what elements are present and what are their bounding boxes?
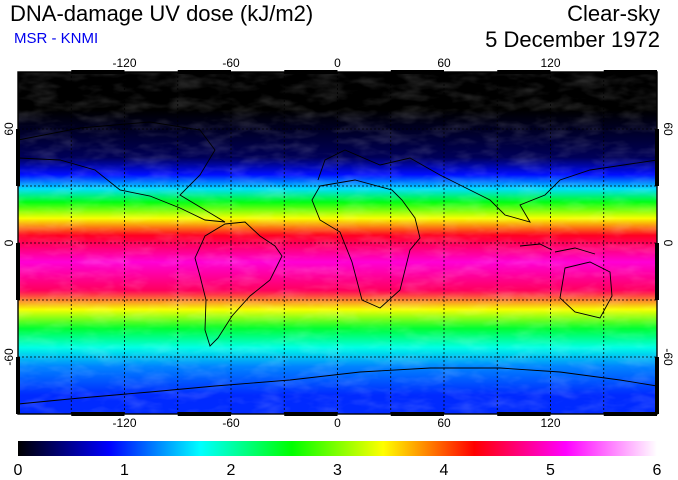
- date-label: 5 December 1972: [485, 27, 660, 52]
- sky-condition-label: Clear-sky: [567, 1, 660, 26]
- colorbar-tick-label: 2: [227, 462, 236, 479]
- lon-label-top: 60: [437, 56, 451, 70]
- lat-label-left: 0: [2, 239, 16, 246]
- map-frame-ticks: [16, 70, 659, 416]
- colorbar-tick-label: 5: [546, 462, 555, 479]
- colorbar-tick-label: 1: [120, 462, 129, 479]
- lon-label-bottom: 60: [437, 416, 451, 430]
- chart-title: DNA-damage UV dose (kJ/m2): [10, 1, 314, 26]
- coastline-maritime-asia: [519, 243, 596, 255]
- coastline-north-america: [18, 121, 226, 223]
- latitude-labels: 60 60 0 0 -60 -60: [2, 122, 675, 366]
- lat-label-left: 60: [2, 122, 16, 136]
- source-credit: MSR - KNMI: [14, 30, 99, 47]
- lat-label-left: -60: [2, 348, 16, 366]
- coastline-south-america: [194, 221, 283, 347]
- coastline-africa: [311, 179, 421, 309]
- lon-label-bottom: 0: [334, 416, 341, 430]
- gridlines: [18, 72, 657, 414]
- lat-label-right: -60: [661, 348, 675, 366]
- longitude-labels: -120 -120 -60 -60 0 0 60 60 120 120: [112, 56, 560, 430]
- colorbar-tick-label: 3: [333, 462, 342, 479]
- lon-label-bottom: -120: [112, 416, 136, 430]
- lon-label-top: -120: [112, 56, 136, 70]
- lon-label-top: 0: [334, 56, 341, 70]
- colorbar-tick-label: 6: [653, 462, 662, 479]
- colorbar: [18, 441, 657, 456]
- coastline-eurasia: [317, 149, 657, 223]
- lon-label-top: -60: [222, 56, 240, 70]
- field-texture: [18, 72, 657, 414]
- coastline-antarctica: [18, 367, 657, 405]
- lon-label-bottom: -60: [222, 416, 240, 430]
- lat-label-right: 60: [661, 122, 675, 136]
- lat-label-right: 0: [661, 240, 675, 247]
- colorbar-tick-label: 0: [14, 462, 23, 479]
- lon-label-top: 120: [540, 56, 560, 70]
- lon-label-bottom: 120: [540, 416, 560, 430]
- colorbar-tick-label: 4: [440, 462, 449, 479]
- colorbar-labels: 0 1 2 3 4 5 6: [14, 462, 662, 479]
- coastlines: [18, 121, 657, 405]
